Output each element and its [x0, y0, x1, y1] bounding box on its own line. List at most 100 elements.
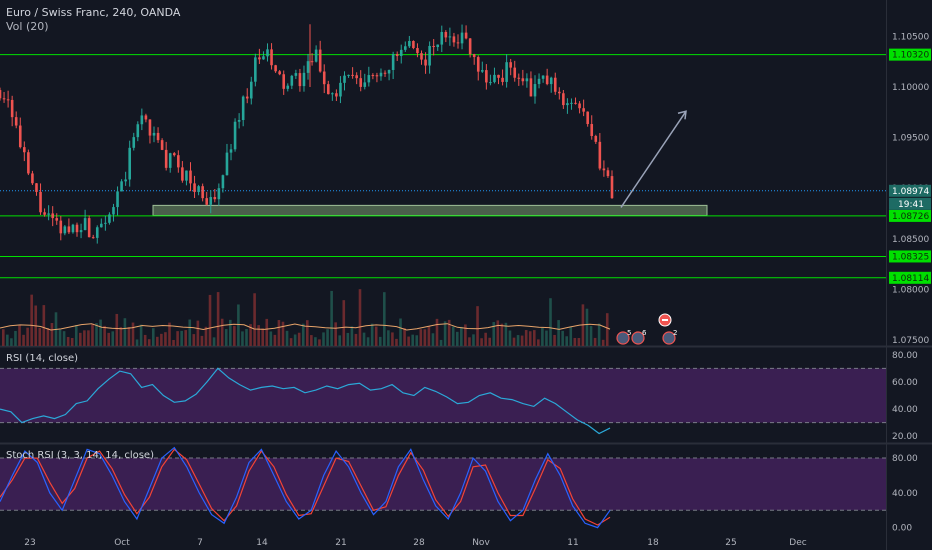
volume-bar	[228, 319, 232, 346]
x-tick-label: Oct	[114, 538, 130, 548]
candle-body	[412, 40, 415, 49]
volume-bar	[593, 337, 597, 346]
volume-bar	[164, 332, 167, 346]
volume-bar	[451, 326, 455, 346]
candle-body	[67, 226, 71, 233]
candle-body	[237, 120, 241, 122]
candle-body	[359, 78, 363, 87]
event-marker	[631, 331, 645, 345]
volume-bar	[115, 313, 119, 346]
volume-bar	[204, 326, 208, 346]
volume-bar	[10, 338, 13, 346]
candle-body	[254, 57, 257, 82]
x-tick-label: 23	[24, 538, 35, 548]
volume-bar	[310, 335, 313, 346]
candle-body	[0, 90, 2, 99]
volume-bar	[541, 327, 544, 346]
stoch-rsi-title: Stoch RSI (3, 3, 14, 14, close)	[6, 450, 154, 461]
level-badge	[889, 271, 931, 284]
candle-body	[294, 73, 298, 76]
volume-bar	[241, 331, 244, 346]
volume-bar	[528, 331, 532, 346]
support-zone	[152, 204, 708, 216]
candle-body	[525, 78, 529, 82]
volume-bar	[200, 335, 204, 346]
candle-body	[464, 32, 468, 39]
volume-bar	[492, 322, 496, 346]
volume-bar	[346, 332, 350, 346]
candle-body	[27, 152, 30, 174]
last-price-badge	[889, 184, 931, 197]
candle-body	[331, 93, 334, 95]
volume-bar	[472, 334, 475, 346]
candle-body	[574, 102, 577, 104]
rsi-title: RSI (14, close)	[6, 353, 79, 364]
volume-bar	[362, 332, 366, 346]
volume-bar	[597, 323, 601, 346]
candle-body	[10, 99, 14, 118]
volume-bar	[192, 334, 196, 346]
volume-bar	[354, 333, 358, 346]
volume-bar	[66, 337, 70, 346]
candle-body	[416, 48, 419, 54]
candle-body	[197, 186, 200, 192]
volume-bar	[196, 320, 200, 346]
volume-bar	[301, 323, 305, 346]
candle-body	[403, 46, 407, 50]
candle-body	[132, 137, 136, 148]
candle-body	[164, 149, 168, 168]
candle-body	[116, 191, 119, 208]
volume-bar	[387, 330, 390, 346]
level-badge-label: 1.08726	[892, 212, 929, 222]
candle-body	[326, 84, 330, 95]
volume-bar	[427, 326, 431, 346]
volume-bar	[131, 322, 135, 346]
volume-bar	[330, 290, 333, 346]
candle-body	[172, 153, 176, 156]
candle-body	[432, 45, 435, 48]
volume-bar	[91, 323, 94, 346]
volume-bar	[249, 324, 252, 346]
volume-bar	[577, 338, 581, 346]
candle-body	[318, 49, 322, 72]
candle-body	[55, 218, 59, 221]
rsi-tick-label: 20.00	[892, 432, 918, 442]
volume-bar	[285, 330, 289, 346]
volume-bar	[358, 289, 362, 346]
volume-bar	[87, 330, 90, 346]
volume-bar	[561, 330, 564, 346]
level-badge	[889, 250, 931, 263]
candle-body	[594, 135, 598, 142]
candle-body	[229, 149, 233, 153]
candle-body	[497, 74, 500, 78]
volume-bar	[147, 339, 151, 346]
volume-bar	[476, 306, 479, 346]
candle-body	[562, 93, 565, 106]
candle-body	[493, 74, 496, 83]
rsi-tick-label: 40.00	[892, 405, 918, 415]
candle-body	[205, 198, 209, 205]
candle-body	[136, 124, 140, 138]
candle-body	[79, 230, 83, 233]
volume-bar	[342, 300, 346, 346]
event-marker-count: 2	[673, 329, 677, 337]
volume-bar	[261, 328, 265, 346]
volume-label: Vol (20)	[6, 20, 49, 33]
volume-bar	[111, 331, 115, 346]
volume-bar	[208, 294, 212, 346]
volume-bar	[508, 330, 512, 346]
candle-body	[529, 78, 533, 97]
candle-body	[43, 212, 46, 215]
stoch-k-line	[0, 446, 611, 529]
candle-body	[452, 36, 456, 43]
volume-bar	[573, 337, 577, 346]
volume-bar	[281, 321, 285, 346]
candle-body	[509, 62, 512, 68]
candle-body	[513, 67, 517, 78]
candle-body	[481, 70, 484, 72]
candle-body	[23, 147, 26, 153]
candle-body	[602, 168, 606, 171]
candle-body	[241, 96, 245, 121]
volume-bar	[557, 320, 560, 346]
